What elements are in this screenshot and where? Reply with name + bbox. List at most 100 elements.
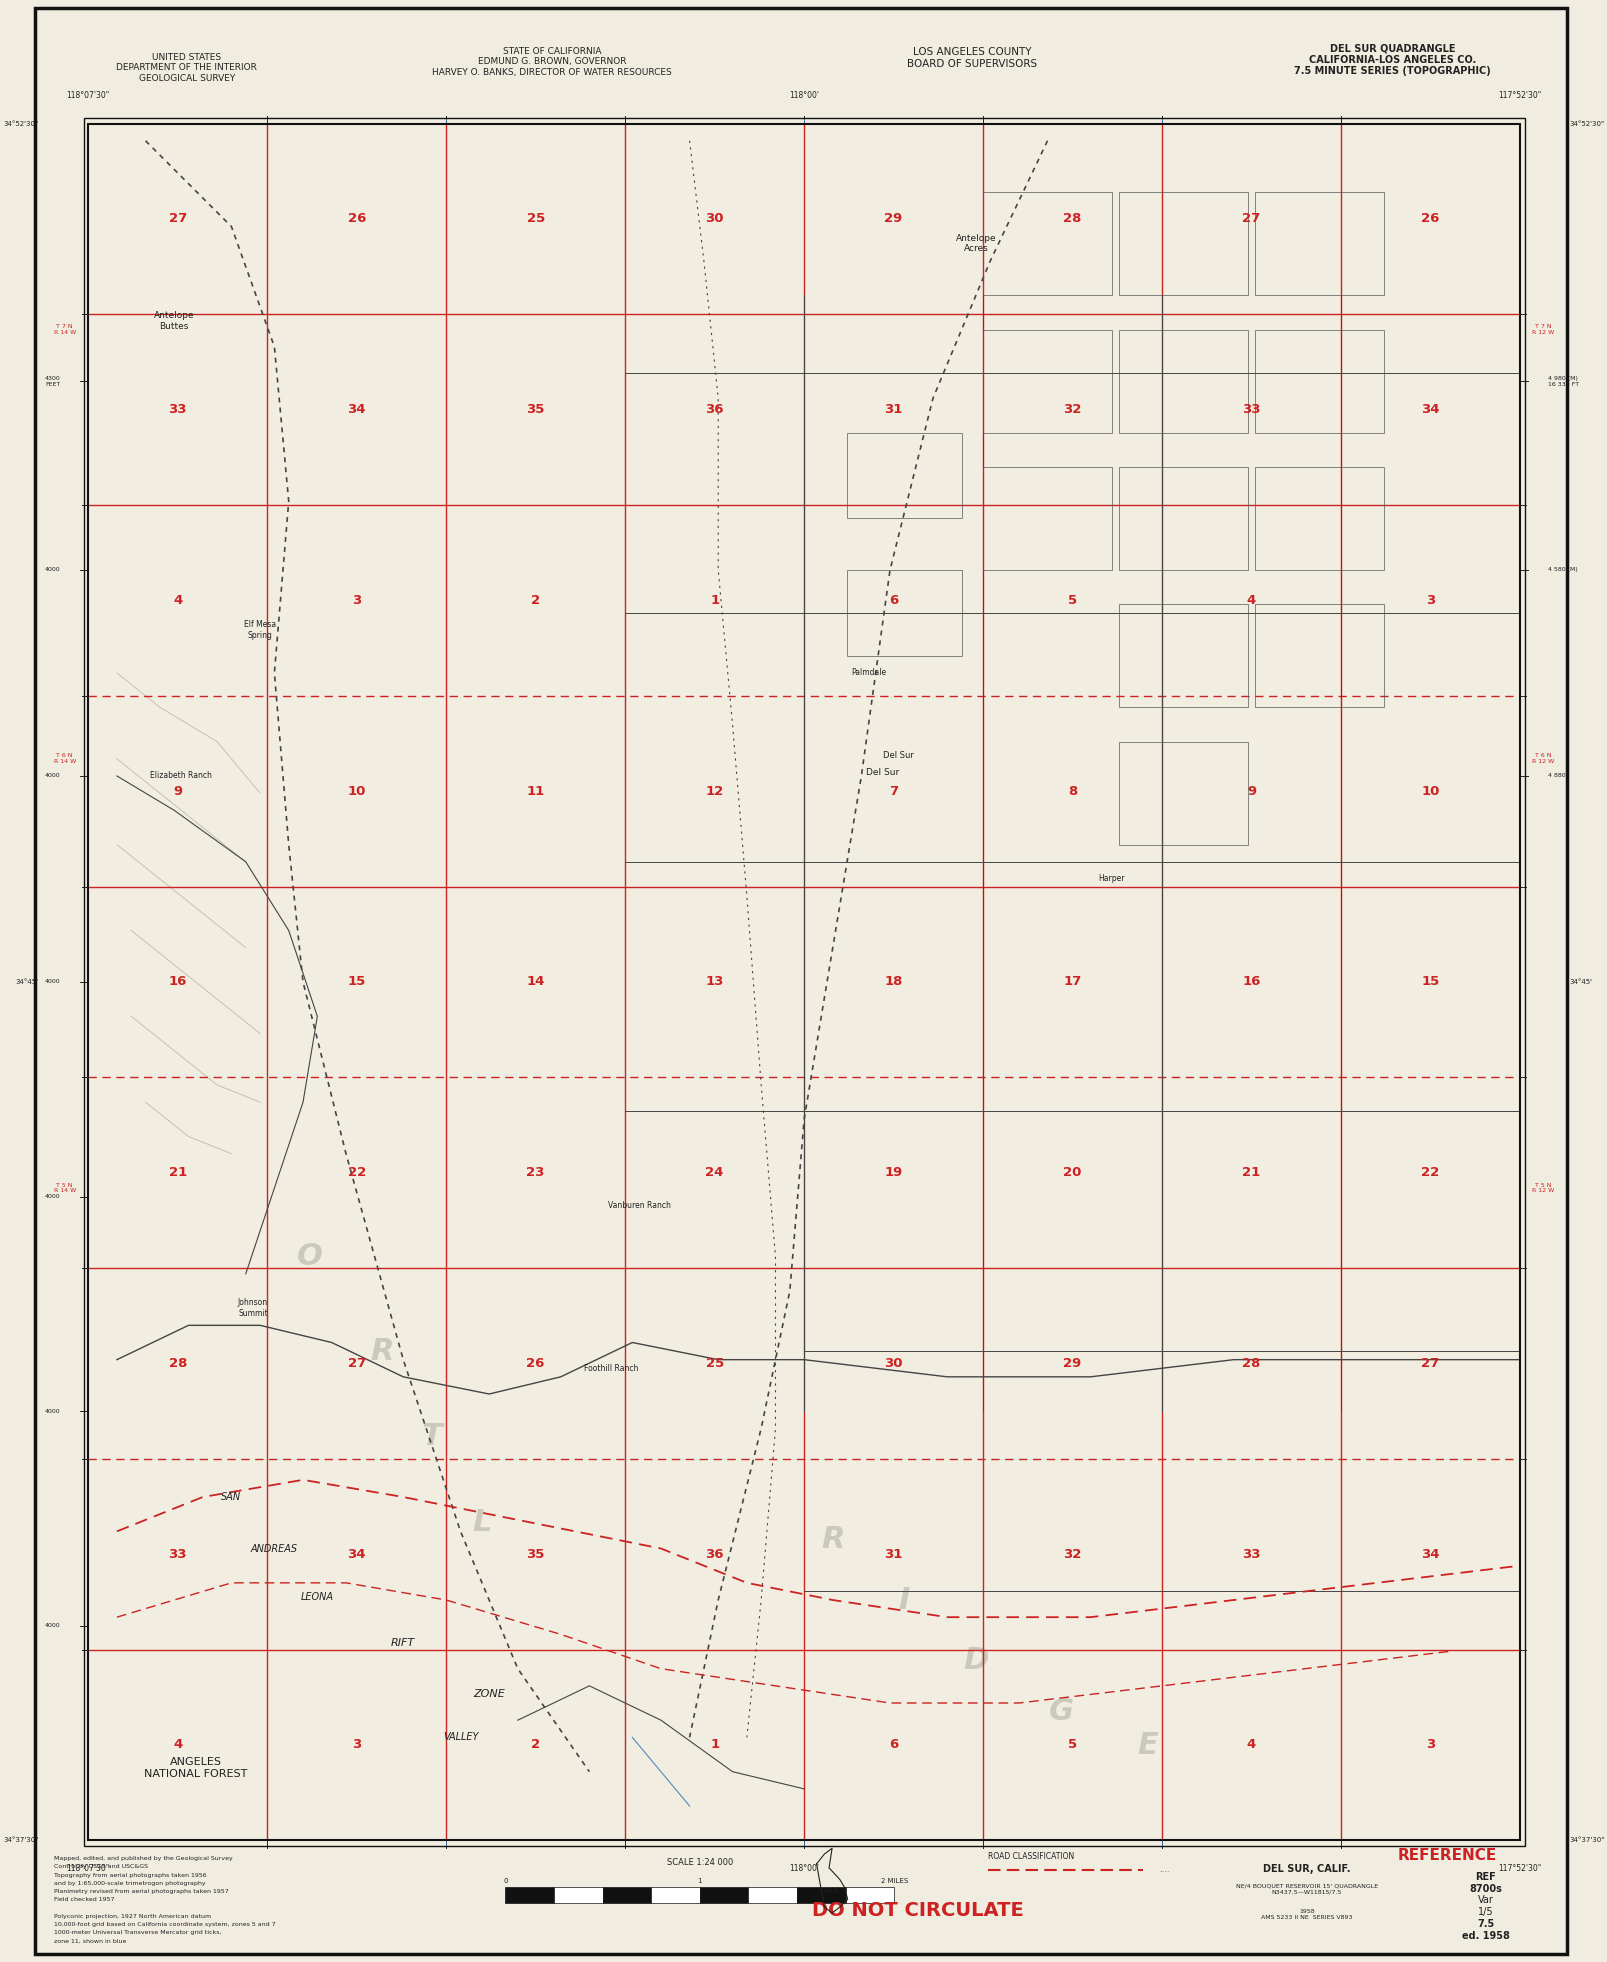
Text: 3: 3 [1425, 1738, 1435, 1752]
Text: ....: .... [1159, 1866, 1170, 1874]
Text: Field checked 1957: Field checked 1957 [55, 1897, 114, 1903]
Text: R: R [821, 1524, 845, 1554]
Text: 27: 27 [169, 212, 186, 226]
Text: Johnson
Summit: Johnson Summit [238, 1299, 268, 1318]
Text: 0: 0 [503, 1878, 508, 1884]
Text: 36: 36 [705, 1548, 723, 1560]
Text: 24: 24 [705, 1165, 723, 1179]
Bar [983, 192, 1112, 294]
Text: ZONE: ZONE [474, 1689, 505, 1699]
Text: 1: 1 [710, 594, 720, 606]
Text: 4000: 4000 [45, 567, 61, 573]
Text: Polyconic projection, 1927 North American datum: Polyconic projection, 1927 North America… [55, 1913, 211, 1919]
Bar [749, 1887, 797, 1903]
Text: T 5 N
R 12 W: T 5 N R 12 W [1533, 1183, 1554, 1193]
Text: 4 880: 4 880 [1548, 773, 1565, 779]
Text: 30: 30 [705, 212, 723, 226]
Text: SCALE 1:24 000: SCALE 1:24 000 [667, 1858, 733, 1868]
Text: 20: 20 [1064, 1165, 1082, 1179]
Text: ANGELES
NATIONAL FOREST: ANGELES NATIONAL FOREST [145, 1758, 247, 1780]
Text: 4000: 4000 [45, 1409, 61, 1415]
Bar [88, 124, 1520, 1840]
Text: 10: 10 [347, 785, 366, 799]
Text: 34: 34 [347, 1548, 366, 1560]
Text: Foothill Ranch: Foothill Ranch [583, 1364, 638, 1373]
Text: 12: 12 [705, 785, 723, 799]
Bar [505, 1887, 554, 1903]
Text: 4 980 (M)
16 339 FT: 4 980 (M) 16 339 FT [1548, 375, 1580, 387]
Bar [701, 1887, 749, 1903]
Text: 31: 31 [884, 1548, 903, 1560]
Text: 33: 33 [169, 404, 186, 416]
Bar [554, 1887, 603, 1903]
Text: 5: 5 [1069, 594, 1077, 606]
Text: 34: 34 [347, 404, 366, 416]
Text: 23: 23 [527, 1165, 545, 1179]
Text: 26: 26 [527, 1358, 545, 1369]
Text: 9: 9 [1247, 785, 1257, 799]
Text: 3: 3 [1425, 594, 1435, 606]
Text: 15: 15 [347, 975, 366, 989]
Text: 34°37'30": 34°37'30" [1570, 1836, 1605, 1844]
Text: 4000: 4000 [45, 773, 61, 779]
Text: 13: 13 [705, 975, 723, 989]
Text: 25: 25 [527, 212, 545, 226]
Text: 3: 3 [352, 594, 362, 606]
Text: 29: 29 [1064, 1358, 1082, 1369]
Bar [1255, 192, 1384, 294]
Text: 33: 33 [1242, 404, 1261, 416]
Text: 29: 29 [884, 212, 903, 226]
Text: 18: 18 [884, 975, 903, 989]
Text: 26: 26 [347, 212, 366, 226]
Bar [847, 432, 961, 518]
Text: Mapped, edited, and published by the Geological Survey: Mapped, edited, and published by the Geo… [55, 1856, 233, 1862]
Text: 118°00': 118°00' [789, 1864, 820, 1874]
Text: Control by USGS and USC&GS: Control by USGS and USC&GS [55, 1864, 148, 1870]
Text: LEONA: LEONA [301, 1591, 334, 1601]
Text: 4: 4 [1247, 1738, 1257, 1752]
Text: 4: 4 [174, 594, 182, 606]
Text: 27: 27 [1421, 1358, 1440, 1369]
Text: 10,000-foot grid based on California coordinate system, zones 5 and 7: 10,000-foot grid based on California coo… [55, 1923, 276, 1927]
Text: 21: 21 [169, 1165, 186, 1179]
Text: 26: 26 [1421, 212, 1440, 226]
Text: Planimetry revised from aerial photographs taken 1957: Planimetry revised from aerial photograp… [55, 1889, 228, 1893]
Text: 4000: 4000 [45, 1195, 61, 1199]
Bar [1118, 742, 1249, 844]
Text: 16: 16 [1242, 975, 1261, 989]
Text: 118°07'30": 118°07'30" [66, 90, 109, 100]
Text: 34°52'30": 34°52'30" [3, 120, 39, 128]
Text: Var: Var [1478, 1895, 1493, 1905]
Text: REFERENCE: REFERENCE [1396, 1848, 1496, 1864]
Text: 30: 30 [884, 1358, 903, 1369]
Text: 34: 34 [1421, 1548, 1440, 1560]
Text: ed. 1958: ed. 1958 [1462, 1931, 1509, 1940]
Text: 22: 22 [347, 1165, 366, 1179]
Text: R: R [370, 1336, 394, 1366]
Text: 32: 32 [1064, 1548, 1082, 1560]
Text: 19: 19 [884, 1165, 903, 1179]
Text: 8700s: 8700s [1469, 1884, 1503, 1893]
Text: SAN: SAN [222, 1491, 241, 1503]
Bar [983, 330, 1112, 432]
Text: 28: 28 [1064, 212, 1082, 226]
Text: RIFT: RIFT [391, 1638, 415, 1648]
Bar [1255, 330, 1384, 432]
Text: 35: 35 [527, 1548, 545, 1560]
Bar [1255, 604, 1384, 706]
Text: 28: 28 [1242, 1358, 1261, 1369]
Text: 2 MILES: 2 MILES [881, 1878, 908, 1884]
Bar [1118, 192, 1249, 294]
Text: G: G [1049, 1697, 1075, 1727]
Text: and by 1:65,000-scale trimetrogon photography: and by 1:65,000-scale trimetrogon photog… [55, 1882, 206, 1885]
Text: UNITED STATES
DEPARTMENT OF THE INTERIOR
GEOLOGICAL SURVEY: UNITED STATES DEPARTMENT OF THE INTERIOR… [116, 53, 257, 82]
Text: 8: 8 [1069, 785, 1077, 799]
Text: 1/5: 1/5 [1478, 1907, 1493, 1917]
Text: 33: 33 [169, 1548, 186, 1560]
Text: T 7 N
R 14 W: T 7 N R 14 W [53, 324, 76, 336]
Text: 14: 14 [527, 975, 545, 989]
Text: 7: 7 [889, 785, 898, 799]
Text: 33: 33 [1242, 1548, 1261, 1560]
Text: T: T [421, 1422, 442, 1452]
Text: 21: 21 [1242, 1165, 1260, 1179]
